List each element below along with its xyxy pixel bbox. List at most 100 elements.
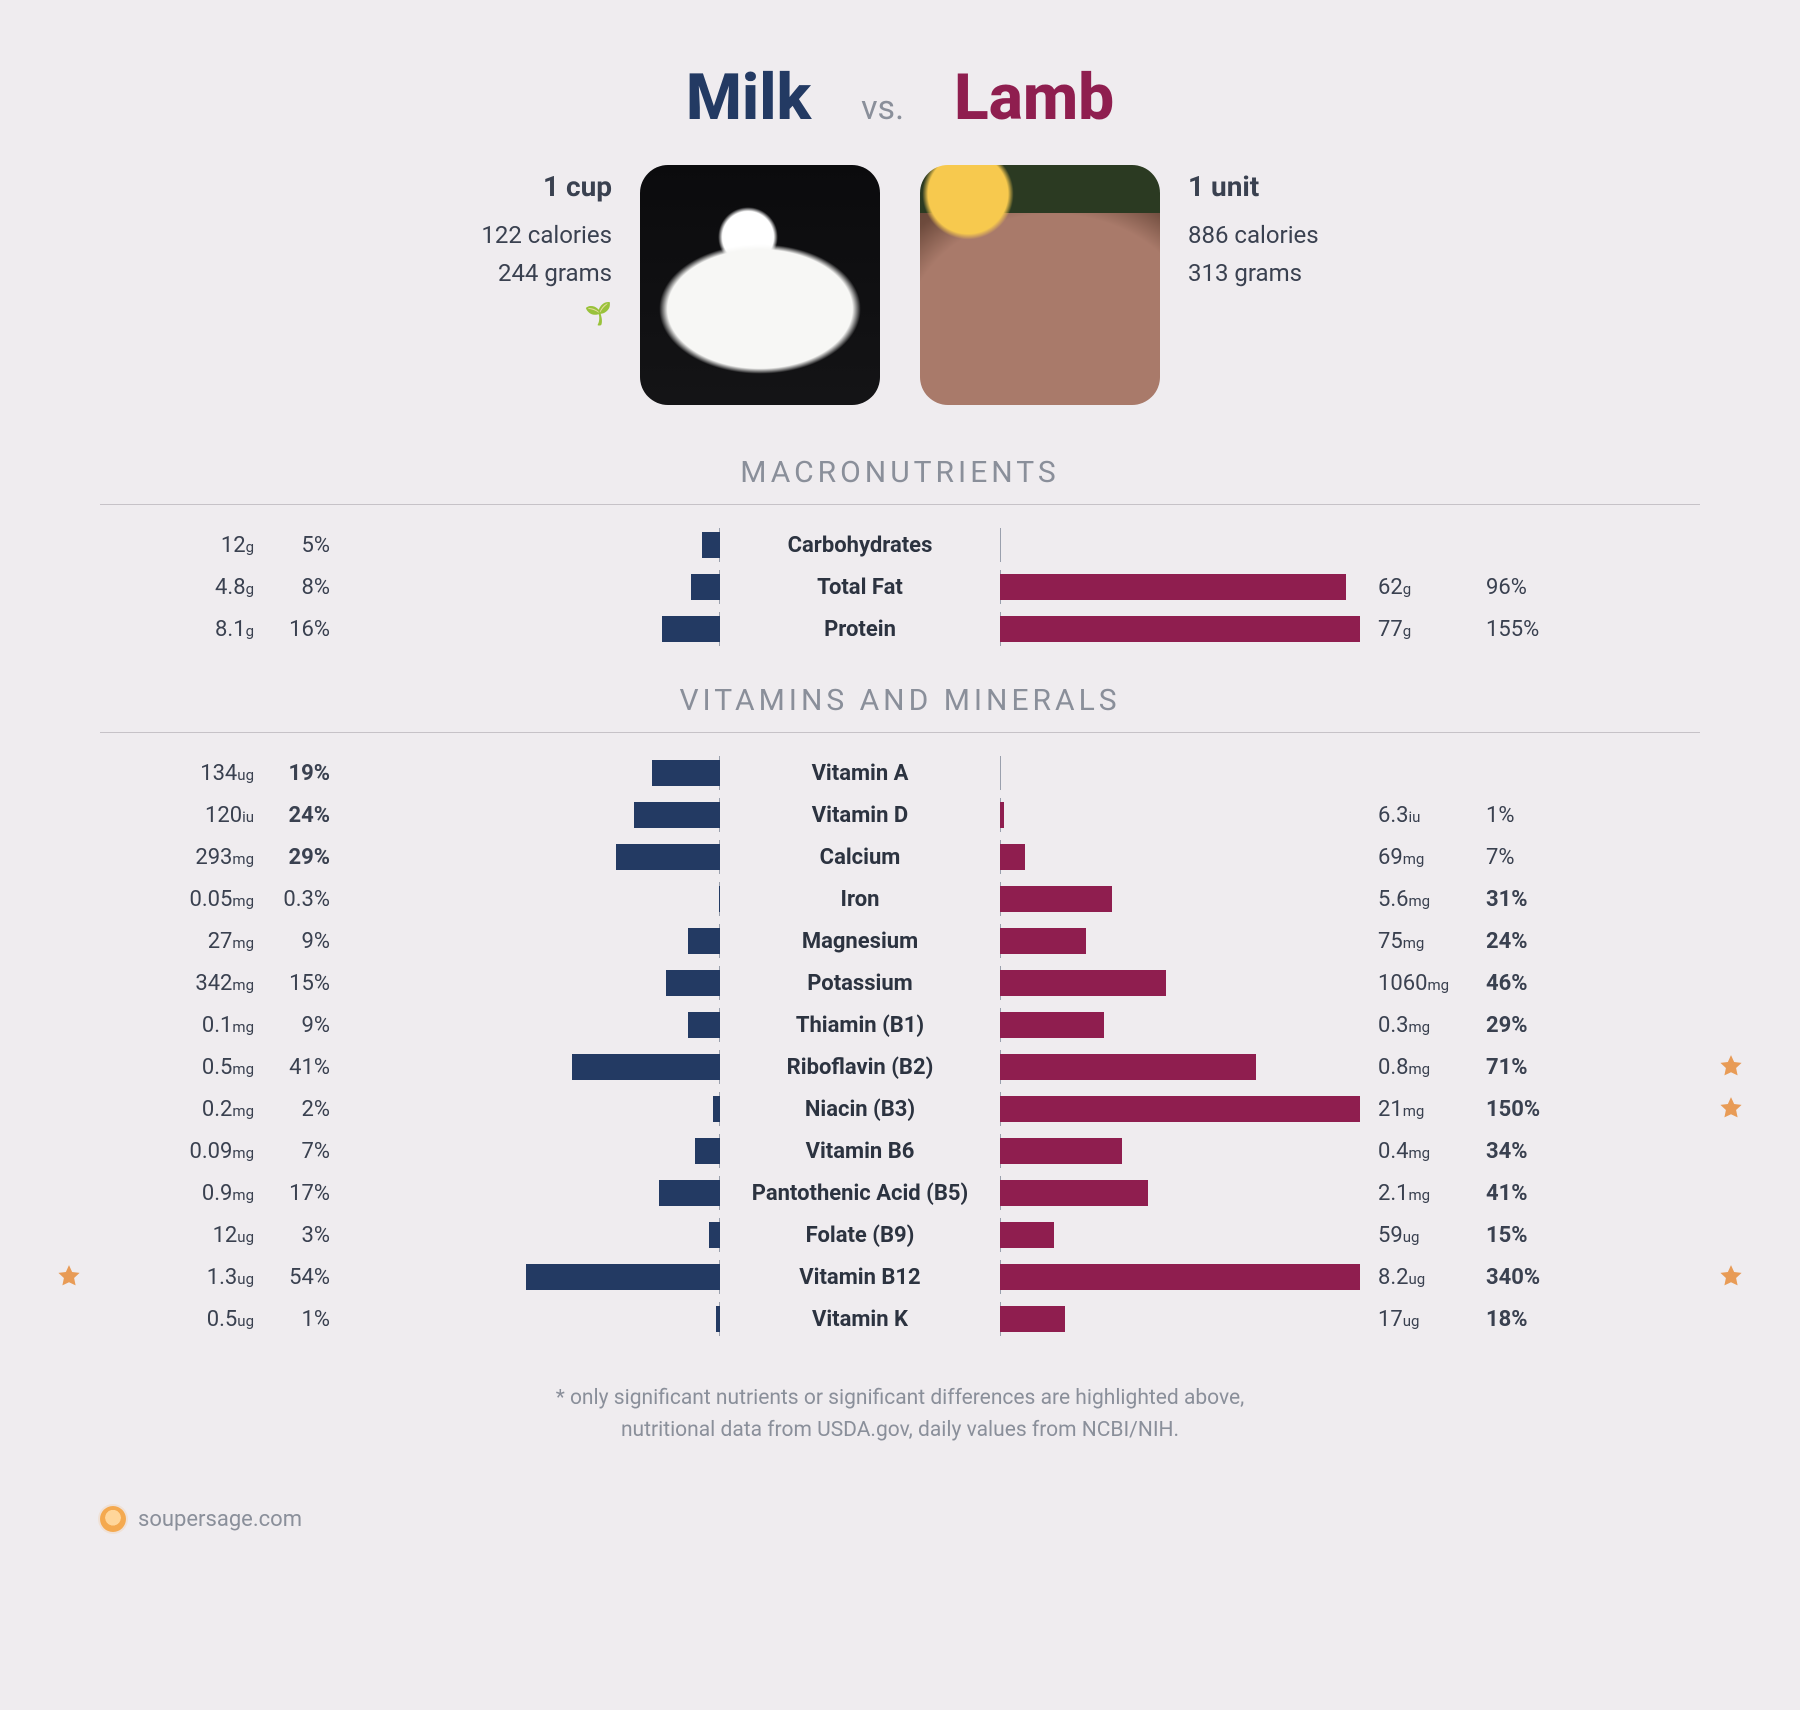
food-right-title: Lamb [954,60,1114,135]
right-percent: 29% [1480,1013,1580,1038]
right-bar [1000,886,1360,912]
left-bar [360,532,720,558]
left-percent: 15% [260,971,360,996]
nutrient-label: Iron [720,887,1000,912]
left-amount: 27mg [100,929,260,954]
right-bar [1000,1138,1360,1164]
nutrient-row: 1.3ug54%Vitamin B128.2ug340% [100,1257,1700,1297]
right-amount: 6.3iu [1360,803,1480,828]
footer: soupersage.com [100,1506,1700,1532]
left-amount: 0.5ug [100,1307,260,1332]
right-amount: 69mg [1360,845,1480,870]
star-right [1718,1053,1744,1085]
vs-label: vs. [861,88,904,128]
food-left-image [640,165,880,405]
nutrient-row: 12g5%Carbohydrates [100,525,1700,565]
nutrient-row: 4.8g8%Total Fat62g96% [100,567,1700,607]
nutrient-row: 134ug19% Vitamin A [100,753,1700,793]
left-amount: 134ug [100,761,260,786]
right-percent: 7% [1480,845,1580,870]
nutrient-row: 8.1g16%Protein77g155% [100,609,1700,649]
food-right-calories: 886 calories [1188,216,1319,254]
nutrient-label: Vitamin B6 [720,1139,1000,1164]
nutrient-label: Thiamin (B1) [720,1013,1000,1038]
nutrient-row: 0.9mg17%Pantothenic Acid (B5)2.1mg41% [100,1173,1700,1213]
left-bar [360,1180,720,1206]
left-percent: 29% [260,845,360,870]
left-percent: 19% [260,761,360,786]
vits-section-title: VITAMINS AND MINERALS [100,683,1700,718]
right-percent: 1% [1480,803,1580,828]
left-bar [360,970,720,996]
right-amount: 59ug [1360,1223,1480,1248]
footnote-line2: nutritional data from USDA.gov, daily va… [100,1415,1700,1447]
left-amount: 120iu [100,803,260,828]
vits-rows: 134ug19%Vitamin A120iu24%Vitamin D6.3iu1… [100,753,1700,1339]
plant-icon: 🌱 [481,297,612,332]
left-bar [360,1306,720,1332]
nutrient-label: Folate (B9) [720,1223,1000,1248]
nutrient-row: 0.2mg2%Niacin (B3)21mg150% [100,1089,1700,1129]
left-percent: 16% [260,617,360,642]
nutrient-row: 0.05mg0.3%Iron5.6mg31% [100,879,1700,919]
right-amount: 17ug [1360,1307,1480,1332]
footnote-line1: * only significant nutrients or signific… [100,1383,1700,1415]
left-amount: 12g [100,533,260,558]
left-amount: 0.05mg [100,887,260,912]
foods-summary: 1 cup 122 calories 244 grams 🌱 1 unit 88… [100,165,1700,405]
star-icon [1718,1263,1744,1289]
right-amount: 77g [1360,617,1480,642]
star-icon [1718,1095,1744,1121]
left-percent: 1% [260,1307,360,1332]
right-bar [1000,532,1360,558]
right-amount: 62g [1360,575,1480,600]
right-bar [1000,1264,1360,1290]
right-amount: 21mg [1360,1097,1480,1122]
right-amount: 8.2ug [1360,1265,1480,1290]
nutrient-label: Calcium [720,845,1000,870]
food-right-serving: 1 unit [1188,165,1319,210]
left-percent: 9% [260,929,360,954]
food-left-title: Milk [686,60,811,135]
right-percent: 150% [1480,1097,1580,1122]
star-left [56,1263,82,1295]
left-bar [360,886,720,912]
nutrient-row: 293mg29% Calcium 69mg7% [100,837,1700,877]
left-percent: 3% [260,1223,360,1248]
left-percent: 0.3% [260,887,360,912]
food-right-image [920,165,1160,405]
left-bar [360,1054,720,1080]
left-bar [360,1222,720,1248]
right-bar [1000,1012,1360,1038]
star-icon [1718,1053,1744,1079]
left-bar [360,1012,720,1038]
left-amount: 4.8g [100,575,260,600]
nutrient-label: Niacin (B3) [720,1097,1000,1122]
nutrient-label: Riboflavin (B2) [720,1055,1000,1080]
left-percent: 9% [260,1013,360,1038]
right-amount: 0.3mg [1360,1013,1480,1038]
star-right [1718,1263,1744,1295]
right-amount: 1060mg [1360,971,1480,996]
right-bar [1000,1222,1360,1248]
right-bar [1000,844,1360,870]
footnote: * only significant nutrients or signific… [100,1383,1700,1446]
right-bar [1000,760,1360,786]
nutrient-label: Total Fat [720,575,1000,600]
right-bar [1000,574,1360,600]
right-percent: 31% [1480,887,1580,912]
left-amount: 293mg [100,845,260,870]
left-bar [360,574,720,600]
nutrient-label: Vitamin A [720,761,1000,786]
right-bar [1000,616,1360,642]
left-percent: 17% [260,1181,360,1206]
left-percent: 54% [260,1265,360,1290]
right-percent: 155% [1480,617,1580,642]
left-bar [360,616,720,642]
food-left-info: 1 cup 122 calories 244 grams 🌱 [481,165,612,332]
nutrient-label: Vitamin B12 [720,1265,1000,1290]
right-amount: 75mg [1360,929,1480,954]
right-percent: 15% [1480,1223,1580,1248]
left-percent: 5% [260,533,360,558]
food-left-calories: 122 calories [481,216,612,254]
